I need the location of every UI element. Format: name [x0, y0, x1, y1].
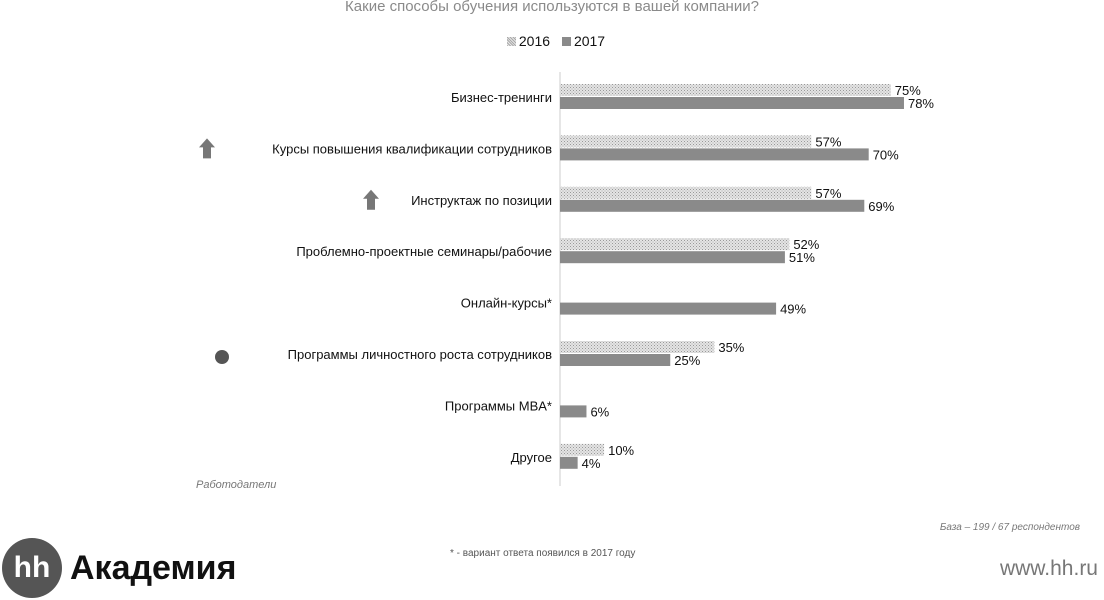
legend-swatch-2016 [506, 36, 516, 46]
data-label-2017: 78% [908, 96, 934, 111]
footnote: * - вариант ответа появился в 2017 году [450, 548, 636, 559]
bar-2017 [560, 148, 869, 161]
category-label: Курсы повышения квалификации сотрудников [272, 141, 552, 156]
data-label-2016: 10% [608, 443, 634, 458]
data-label-2017: 4% [582, 456, 601, 471]
bar-2017 [560, 456, 578, 469]
chart-title: Какие способы обучения используются в ва… [345, 0, 759, 15]
bar-2017 [560, 405, 587, 418]
up-arrow-icon [199, 138, 215, 159]
category-label: Другое [511, 450, 552, 465]
legend-label-2016: 2016 [518, 33, 551, 50]
bar-2016 [560, 341, 715, 353]
logo-text: Академия [70, 548, 237, 587]
data-label-2016: 35% [718, 340, 744, 355]
category-label: Онлайн-курсы* [461, 296, 552, 311]
data-label-2016: 52% [793, 237, 819, 252]
data-label-2017: 49% [780, 302, 806, 317]
category-label: Программы MBA* [445, 398, 552, 413]
bar-2017 [560, 302, 777, 315]
bar-2016 [560, 238, 790, 251]
base-note: База – 199 / 67 респондентов [939, 522, 1080, 533]
bar-2017 [560, 354, 671, 366]
legend-label-2017: 2017 [573, 33, 606, 50]
bar-2016 [560, 135, 812, 148]
bar-2016 [560, 84, 891, 96]
bar-2016 [560, 443, 605, 456]
up-arrow-icon [363, 189, 379, 210]
bar-2017 [560, 97, 904, 109]
category-label: Программы личностного роста сотрудников [288, 347, 552, 362]
category-label: Проблемно-проектные семинары/рабочие [296, 244, 552, 259]
logo: hh Академия [2, 538, 236, 598]
site-url: www.hh.ru [999, 557, 1098, 580]
bar-2016 [560, 186, 812, 199]
data-label-2016: 57% [815, 134, 841, 149]
data-label-2017: 25% [674, 353, 700, 368]
data-label-2016: 75% [895, 83, 921, 98]
data-label-2016: 57% [815, 186, 841, 201]
category-label: Инструктаж по позиции [411, 193, 552, 208]
logo-mark: hh [2, 538, 62, 598]
data-label-2017: 70% [873, 147, 899, 162]
legend-swatch-2017 [561, 36, 571, 46]
bar-2017 [560, 199, 865, 212]
category-label: Бизнес-тренинги [451, 90, 552, 105]
data-label-2017: 69% [868, 199, 894, 214]
respondents-label: Работодатели [196, 479, 277, 491]
circle-icon [215, 350, 229, 364]
bar-2017 [560, 251, 785, 264]
data-label-2017: 51% [789, 250, 815, 265]
data-label-2017: 6% [590, 404, 609, 419]
legend: 2016 2017 [0, 32, 1104, 49]
